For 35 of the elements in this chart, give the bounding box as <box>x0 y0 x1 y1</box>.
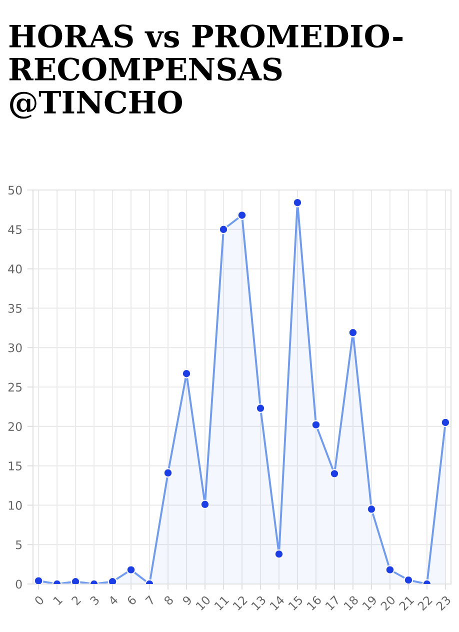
y-tick-label: 40 <box>8 264 22 274</box>
x-tick-label: 16 <box>306 595 322 611</box>
x-tick-label: 10 <box>195 595 211 611</box>
x-tick-label: 3 <box>90 595 100 606</box>
x-tick-label: 4 <box>108 595 118 606</box>
x-tick-label: 22 <box>417 595 432 611</box>
x-tick-label: 1 <box>52 595 63 606</box>
x-tick-label: 6 <box>126 595 137 606</box>
x-tick-label: 23 <box>436 595 452 611</box>
y-tick-label: 35 <box>8 304 22 313</box>
x-tick-label: 18 <box>343 595 359 611</box>
x-tick-label: 15 <box>288 595 304 611</box>
x-tick-label: 8 <box>163 595 174 606</box>
x-tick-label: 0 <box>34 595 44 606</box>
y-tick-label: 25 <box>8 382 22 392</box>
x-tick-label: 13 <box>250 595 266 611</box>
x-tick-label: 20 <box>380 595 396 611</box>
y-tick-label: 10 <box>8 500 22 510</box>
y-tick-label: 0 <box>16 580 22 589</box>
x-tick-label: 19 <box>362 595 378 611</box>
x-tick-label: 9 <box>182 595 192 606</box>
y-tick-label: 5 <box>16 540 22 550</box>
chart-title: HORAS vs PROMEDIO-RECOMPENSAS @TINCHO <box>9 24 403 119</box>
y-tick-label: 50 <box>8 186 22 195</box>
y-tick-label: 15 <box>8 462 22 470</box>
x-tick-label: 12 <box>232 595 248 610</box>
x-tick-label: 11 <box>214 595 230 610</box>
x-tick-label: 7 <box>145 595 156 606</box>
y-tick-label: 20 <box>8 422 22 432</box>
x-tick-label: 17 <box>325 595 340 610</box>
x-tick-label: 21 <box>398 595 414 611</box>
x-tick-label: 2 <box>70 595 82 606</box>
y-tick-label: 45 <box>8 225 22 234</box>
y-tick-label: 30 <box>8 343 22 352</box>
x-tick-label: 14 <box>270 595 285 610</box>
